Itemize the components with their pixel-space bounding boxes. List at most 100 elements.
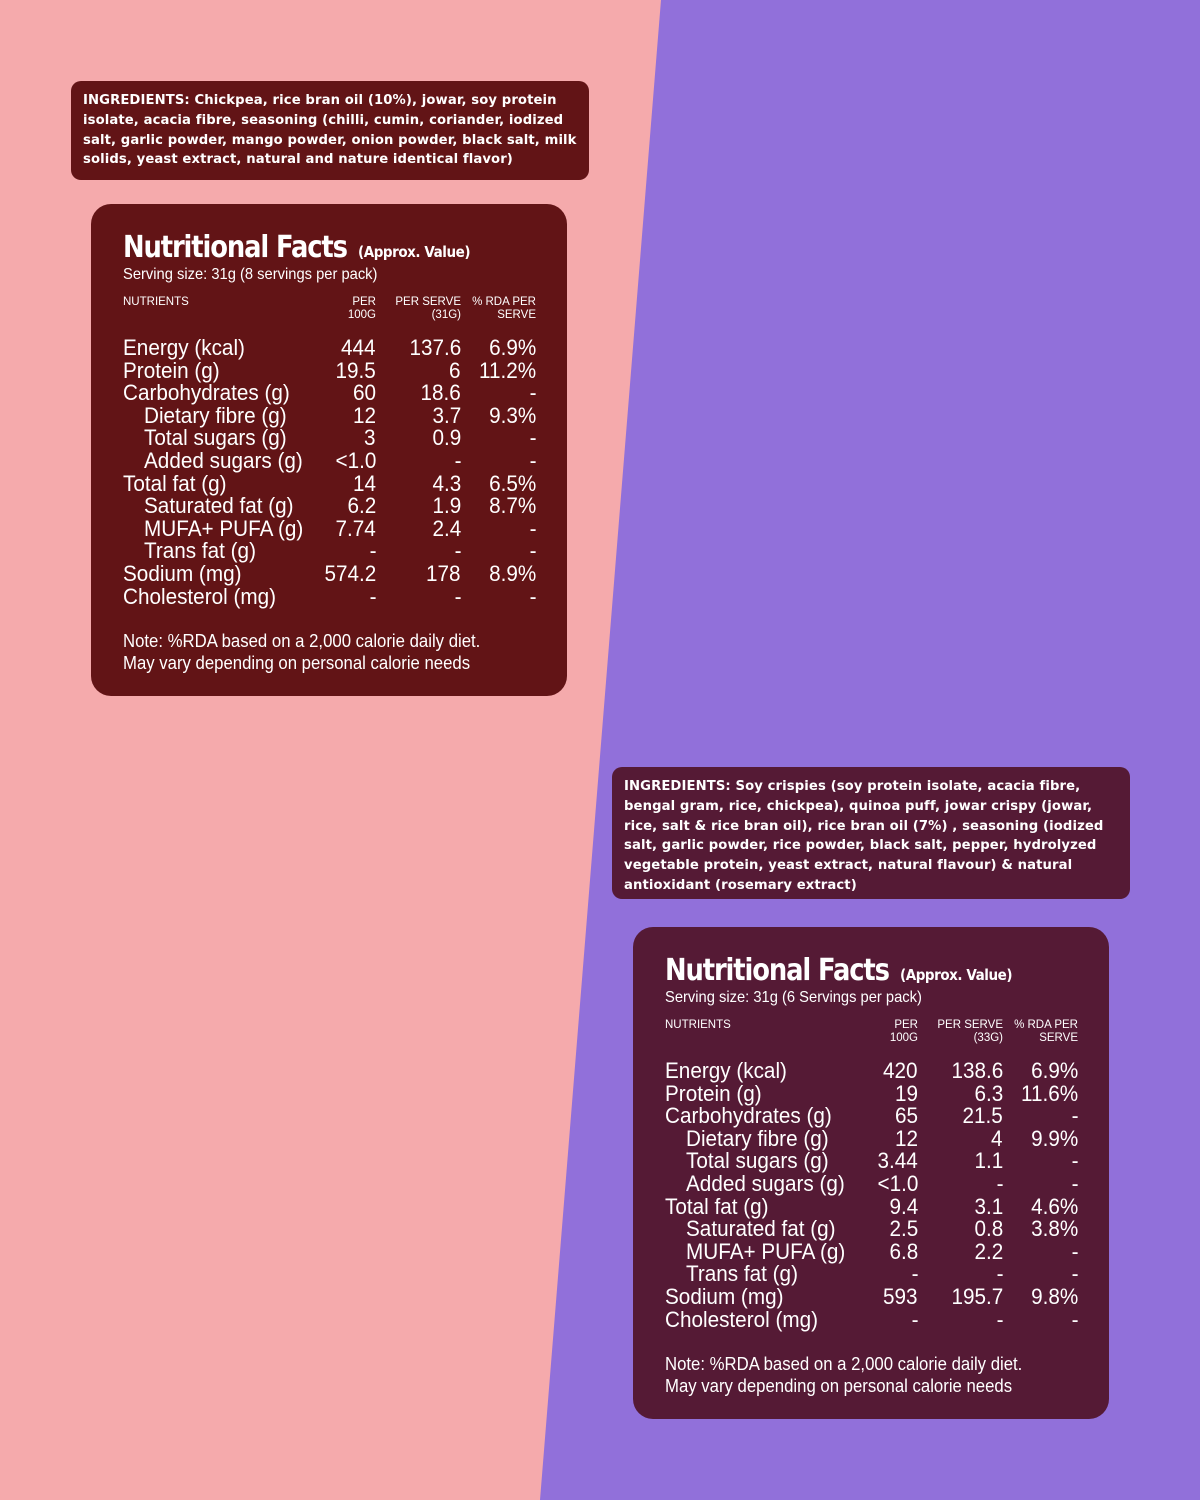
value-per-100g: 65 (894, 1103, 918, 1129)
rda-note-line2: May vary depending on personal calorie n… (123, 653, 471, 673)
rda-note-line2: May vary depending on personal calorie n… (665, 1376, 1013, 1396)
panel-title: Nutritional Facts (Approx. Value) (123, 230, 482, 265)
header-nutrients: NUTRIENTS (665, 1019, 731, 1031)
table-row: Carbohydrates (g) 65 21.5 - (665, 1105, 1078, 1128)
value-per-100g: 9.4 (889, 1193, 918, 1219)
value-per-serve: 18.6 (420, 380, 461, 406)
table-row: Saturated fat (g) 6.2 1.9 8.7% (123, 495, 536, 518)
nutrient-name: Total sugars (g) (144, 425, 287, 451)
value-per-serve: - (454, 447, 461, 473)
table-row: Protein (g) 19.5 6 11.2% (123, 357, 536, 383)
value-rda: - (529, 515, 536, 541)
nutrition-panel-2: Nutritional Facts (Approx. Value) Servin… (633, 927, 1109, 1419)
value-per-100g: 19 (894, 1080, 918, 1106)
ingredients-label: INGREDIENTS: (83, 93, 190, 108)
value-rda: - (1071, 1261, 1078, 1287)
header-per-100g: PER 100G (271, 296, 376, 322)
value-per-serve: 138.6 (951, 1058, 1003, 1083)
header-per-100g-line2: 100G (347, 309, 376, 321)
nutrient-name: Trans fat (g) (686, 1261, 798, 1287)
title-main: Nutritional Facts (123, 230, 348, 265)
value-per-serve: 1.1 (974, 1148, 1003, 1174)
value-per-serve: 6.3 (974, 1080, 1003, 1106)
value-per-100g: 2.5 (889, 1216, 918, 1242)
value-rda: 6.9% (1030, 1058, 1078, 1083)
nutrient-name: Trans fat (g) (144, 538, 256, 564)
title-subtitle: (Approx. Value) (357, 243, 470, 261)
table-row: Cholesterol (mg) - - - (665, 1306, 1078, 1332)
value-rda: 9.9% (1030, 1125, 1078, 1151)
table-row: Sodium (mg) 593 195.7 9.8% (665, 1283, 1078, 1309)
value-rda: 9.8% (1030, 1283, 1078, 1309)
value-rda: 9.3% (488, 402, 536, 428)
nutrient-rows: Energy (kcal) 444 137.6 6.9% Protein (g) 19.… (123, 335, 536, 609)
table-row: Total sugars (g) 3.44 1.1 - (665, 1150, 1078, 1173)
value-rda: - (1071, 1148, 1078, 1174)
nutrient-name: Protein (g) (665, 1080, 762, 1106)
header-rda-line2: SERVE (1039, 1032, 1078, 1044)
nutrient-name: Cholesterol (mg) (123, 583, 277, 609)
table-row: Total fat (g) 14 4.3 6.5% (123, 470, 536, 496)
nutrient-name: Added sugars (g) (144, 447, 303, 473)
table-row: MUFA+ PUFA (g) 6.8 2.2 - (665, 1238, 1078, 1264)
nutrient-name: Total fat (g) (665, 1193, 769, 1219)
nutrient-name: Carbohydrates (g) (123, 380, 290, 406)
nutrient-name: Dietary fibre (g) (686, 1125, 829, 1151)
nutrient-name: Cholesterol (mg) (665, 1306, 819, 1332)
nutrient-name: Sodium (mg) (665, 1283, 784, 1309)
header-per-serve-line1: PER SERVE (395, 296, 461, 308)
header-per-serve-line2: (33G) (973, 1032, 1003, 1044)
value-per-serve: 4.3 (432, 470, 461, 496)
value-per-serve: - (454, 583, 461, 609)
nutrient-name: Energy (kcal) (123, 335, 245, 360)
header-per-serve: PER SERVE (31G) (381, 296, 461, 322)
table-row: Energy (kcal) 420 138.6 6.9% (665, 1058, 1078, 1083)
table-row: MUFA+ PUFA (g) 7.74 2.4 - (123, 515, 536, 541)
value-per-100g: 14 (352, 470, 376, 496)
table-row: Carbohydrates (g) 60 18.6 - (123, 382, 536, 405)
value-per-serve: 6 (449, 357, 461, 383)
table-row: Saturated fat (g) 2.5 0.8 3.8% (665, 1218, 1078, 1241)
table-row: Added sugars (g) <1.0 - - (665, 1170, 1078, 1196)
nutrient-name: MUFA+ PUFA (g) (144, 515, 304, 541)
header-rda: % RDA PER SERVE (1005, 1019, 1078, 1045)
panel-title: Nutritional Facts (Approx. Value) (665, 953, 1024, 988)
table-row: Sodium (mg) 574.2 178 8.9% (123, 560, 536, 586)
value-per-serve: 178 (426, 560, 461, 586)
value-rda: - (1071, 1238, 1078, 1264)
table-row: Dietary fibre (g) 12 3.7 9.3% (123, 402, 536, 428)
value-per-serve: 3.1 (974, 1193, 1003, 1219)
header-per-serve: PER SERVE (33G) (923, 1019, 1003, 1045)
header-rda: % RDA PER SERVE (463, 296, 536, 322)
title-subtitle: (Approx. Value) (899, 966, 1012, 984)
value-per-serve: - (996, 1170, 1003, 1196)
rda-note: Note: %RDA based on a 2,000 calorie dail… (665, 1353, 1022, 1397)
nutrient-name: Total sugars (g) (686, 1148, 829, 1174)
value-per-100g: 3 (364, 425, 376, 451)
value-per-serve: 21.5 (962, 1103, 1003, 1129)
table-row: Dietary fibre (g) 12 4 9.9% (665, 1125, 1078, 1151)
value-per-100g: - (911, 1261, 918, 1287)
value-per-100g: 7.74 (335, 515, 376, 541)
table-row: Total sugars (g) 3 0.9 - (123, 427, 536, 450)
value-rda: - (529, 425, 536, 451)
nutrient-name: Dietary fibre (g) (144, 402, 287, 428)
value-per-100g: <1.0 (335, 447, 376, 473)
serving-size: Serving size: 31g (6 Servings per pack) (665, 989, 922, 1006)
value-per-100g: 3.44 (877, 1148, 918, 1174)
value-rda: 11.2% (478, 357, 536, 383)
value-rda: - (529, 538, 536, 564)
header-per-100g-line2: 100G (889, 1032, 918, 1044)
value-rda: 8.7% (488, 493, 536, 519)
serving-size: Serving size: 31g (8 servings per pack) (123, 266, 378, 283)
value-per-serve: 1.9 (432, 493, 461, 519)
header-rda-line1: % RDA PER (1014, 1019, 1078, 1031)
value-per-100g: - (911, 1306, 918, 1332)
value-rda: 11.6% (1020, 1080, 1078, 1106)
value-per-100g: 444 (341, 335, 376, 360)
value-per-100g: 19.5 (335, 357, 376, 383)
value-per-serve: - (996, 1261, 1003, 1287)
value-per-100g: 12 (894, 1125, 918, 1151)
value-rda: - (1071, 1306, 1078, 1332)
value-per-serve: 137.6 (409, 335, 461, 360)
